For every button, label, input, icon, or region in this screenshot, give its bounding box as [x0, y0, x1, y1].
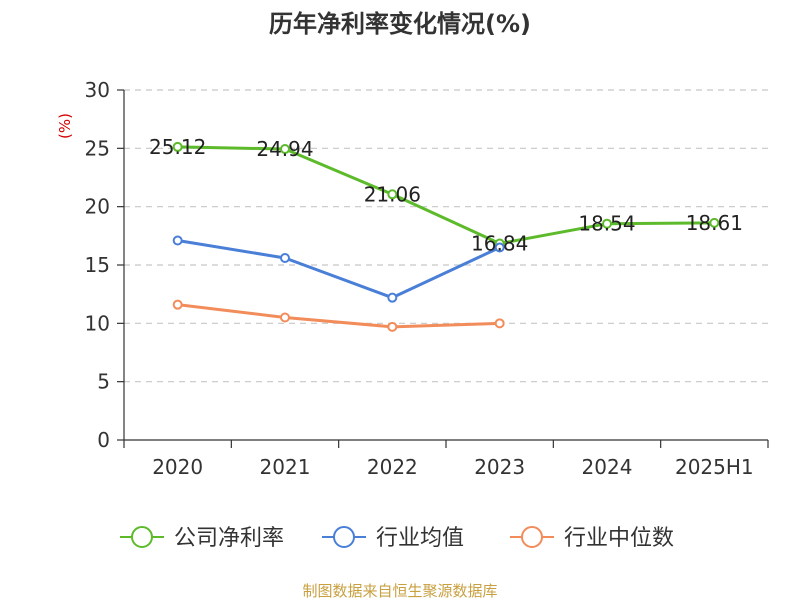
- data-label: 18.61: [686, 211, 743, 235]
- x-tick-label: 2025H1: [675, 455, 754, 479]
- data-labels: 25.12 24.94 21.06 16.84 18.54 18.61: [149, 135, 743, 256]
- data-point[interactable]: [280, 253, 290, 263]
- axes: 0 5 10 15 20 25 30 2020 2021 2022 2023 2024 2025H1: [85, 78, 769, 479]
- legend: 公司净利率 行业均值 行业中位数: [120, 526, 674, 551]
- legend-marker: [521, 526, 543, 548]
- y-axis-label: (%): [56, 113, 74, 139]
- legend-item[interactable]: 公司净利率: [120, 526, 284, 551]
- data-label: 25.12: [149, 135, 206, 159]
- series-line: [177, 303, 500, 329]
- data-point[interactable]: [172, 141, 183, 152]
- y-tick-label: 0: [97, 428, 110, 452]
- legend-item[interactable]: 行业均值: [322, 526, 464, 551]
- data-point[interactable]: [280, 312, 290, 323]
- chart-title: 历年净利率变化情况(%): [269, 10, 531, 38]
- y-tick-label: 15: [85, 253, 110, 277]
- data-point[interactable]: [709, 217, 720, 228]
- series-0: [172, 141, 720, 249]
- legend-marker: [333, 526, 355, 548]
- data-label: 24.94: [256, 137, 313, 161]
- x-tick-label: 2024: [582, 455, 633, 479]
- legend-label: 行业中位数: [564, 526, 674, 551]
- y-tick-label: 10: [85, 311, 110, 335]
- series-line: [177, 145, 715, 246]
- y-tick-label: 5: [97, 370, 110, 394]
- y-tick-label: 25: [85, 136, 110, 160]
- data-label: 21.06: [364, 182, 421, 206]
- data-point[interactable]: [602, 218, 612, 229]
- series-1: [172, 235, 505, 303]
- data-label: 18.54: [578, 212, 635, 236]
- x-tick-label: 2020: [152, 455, 203, 479]
- y-tick-label: 20: [85, 195, 110, 219]
- data-point[interactable]: [494, 318, 505, 329]
- x-tick-label: 2021: [260, 455, 311, 479]
- x-tick-label: 2022: [367, 455, 418, 479]
- data-point[interactable]: [172, 299, 183, 310]
- data-point[interactable]: [280, 144, 290, 155]
- legend-label: 行业均值: [376, 526, 464, 551]
- y-tick-label: 30: [85, 78, 110, 102]
- legend-marker: [131, 526, 153, 548]
- grid-lines: [124, 89, 768, 383]
- x-tick-label: 2023: [474, 455, 525, 479]
- data-point[interactable]: [494, 242, 505, 253]
- data-label: 16.84: [471, 232, 528, 256]
- data-point[interactable]: [387, 292, 398, 303]
- data-point[interactable]: [387, 321, 398, 332]
- data-point[interactable]: [172, 235, 183, 246]
- legend-item[interactable]: 行业中位数: [510, 526, 674, 551]
- legend-label: 公司净利率: [174, 526, 284, 551]
- source-note: 制图数据来自恒生聚源数据库: [302, 582, 497, 600]
- series-lines: [172, 141, 720, 332]
- series-2: [172, 299, 505, 332]
- series-line: [177, 239, 501, 300]
- data-point[interactable]: [387, 189, 398, 200]
